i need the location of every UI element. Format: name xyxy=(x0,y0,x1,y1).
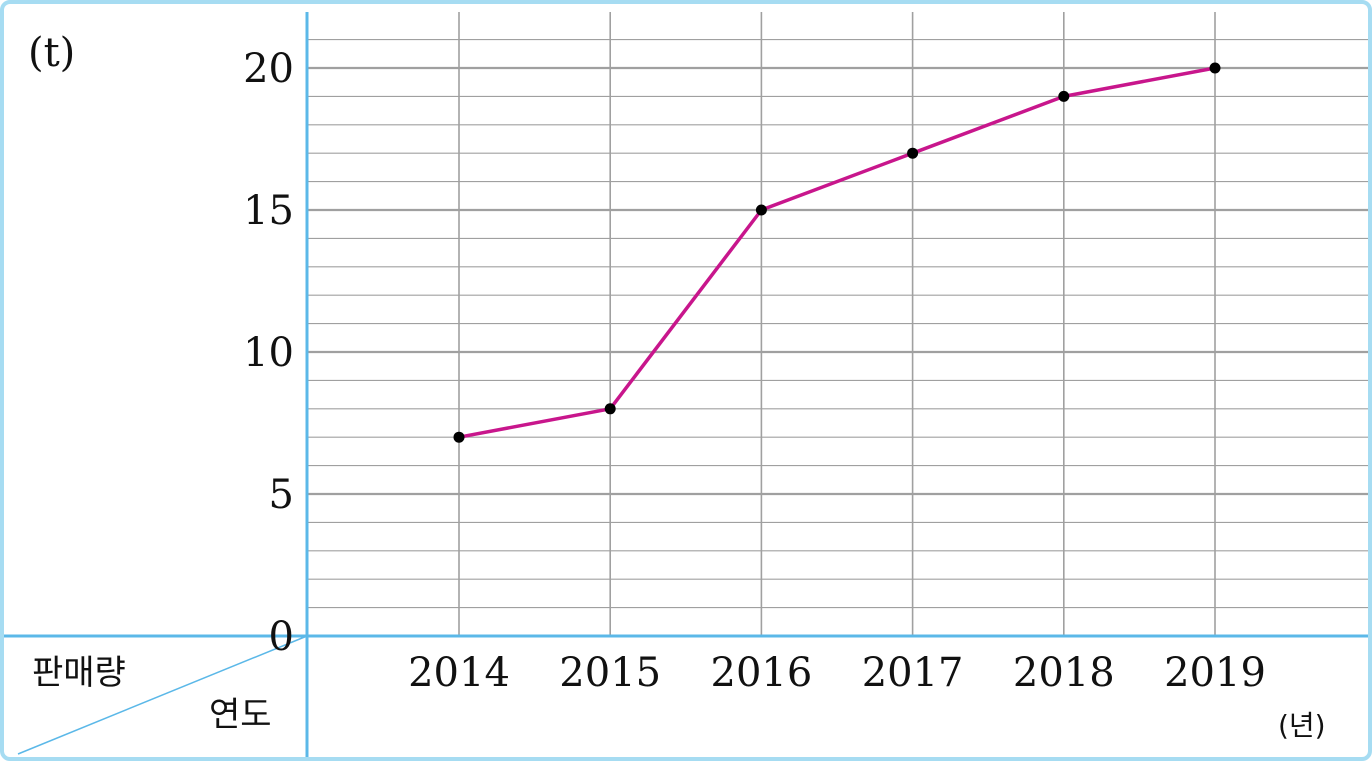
y-tick-label: 15 xyxy=(243,188,294,234)
data-point xyxy=(604,403,616,415)
x-unit-label: (년) xyxy=(1278,709,1326,742)
line-chart: 0 5 10 15 20 2014 2015 2016 2017 2018 2019 (t) 판매… xyxy=(4,12,1368,757)
y-tick-label: 10 xyxy=(243,330,294,376)
x-tick-label: 2016 xyxy=(711,650,813,696)
grid-lines xyxy=(307,12,1368,636)
corner-diagonal xyxy=(17,635,308,755)
y-tick-label: 5 xyxy=(269,472,294,518)
x-tick-label: 2014 xyxy=(408,650,510,696)
data-point xyxy=(907,147,919,159)
y-unit-label: (t) xyxy=(28,30,75,76)
x-tick-label: 2017 xyxy=(862,650,964,696)
data-point xyxy=(755,204,767,216)
x-tick-label: 2018 xyxy=(1013,650,1115,696)
data-point xyxy=(1209,62,1221,74)
data-point xyxy=(1058,90,1070,102)
series-layer xyxy=(453,62,1221,443)
corner-bottom-label: 연도 xyxy=(209,695,272,735)
corner-top-label: 판매량 xyxy=(32,653,126,693)
y-tick-labels: 0 5 10 15 20 xyxy=(243,46,294,660)
series-line xyxy=(458,66,1216,439)
y-tick-label: 20 xyxy=(243,46,294,92)
x-tick-label: 2015 xyxy=(559,650,661,696)
axes xyxy=(4,12,1368,757)
x-tick-label: 2019 xyxy=(1164,650,1266,696)
y-tick-label: 0 xyxy=(269,614,294,660)
x-tick-labels: 2014 2015 2016 2017 2018 2019 xyxy=(408,650,1266,696)
data-point xyxy=(453,431,465,443)
